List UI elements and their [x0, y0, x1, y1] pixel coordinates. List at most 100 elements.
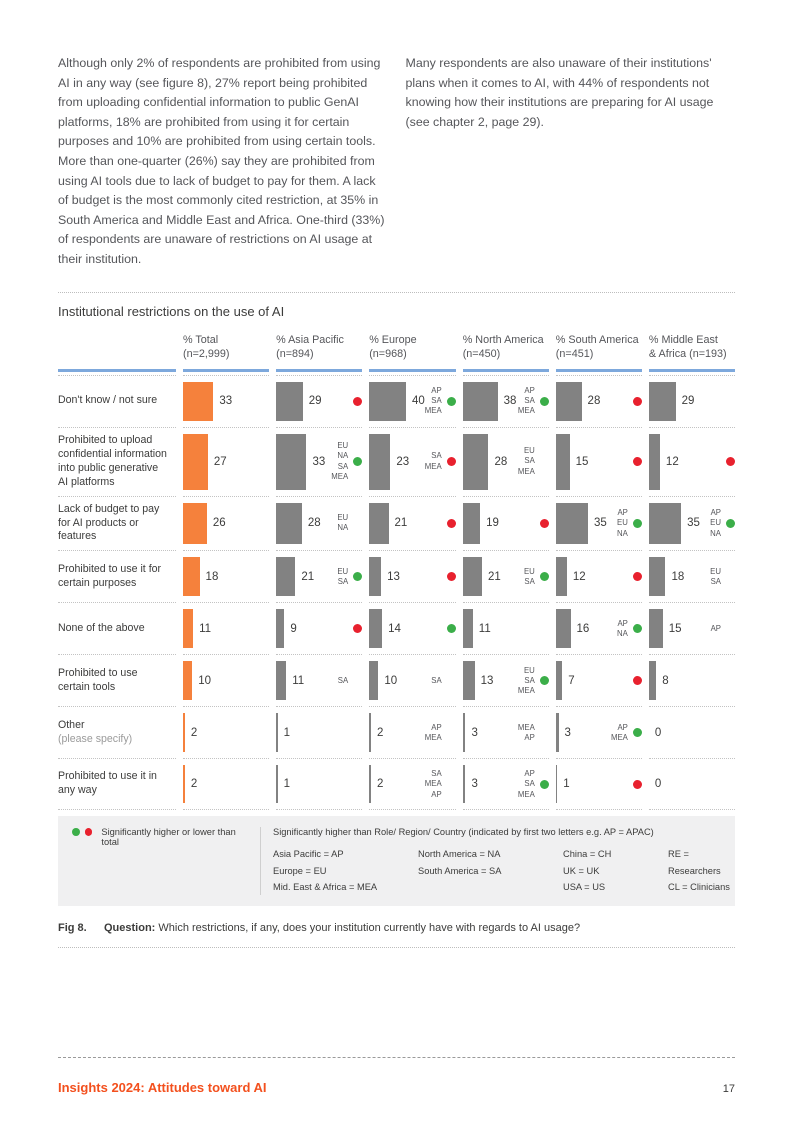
- value-label: 28: [307, 517, 321, 530]
- table-cell: 38 AP SA MEA: [462, 374, 549, 427]
- value-label: 21: [394, 517, 408, 530]
- bar: [648, 557, 666, 597]
- bar: [555, 765, 558, 804]
- sig-dot-slot: [442, 572, 456, 582]
- value-label: 1: [563, 778, 570, 791]
- sig-codes: AP EU NA: [617, 508, 628, 538]
- value-label: 27: [213, 455, 227, 468]
- red-dot-icon: [446, 572, 456, 582]
- sig-dot-slot: [348, 457, 363, 467]
- legend-divider: [260, 827, 261, 896]
- legend-item: USA = US: [563, 881, 606, 892]
- value-label: 18: [671, 570, 685, 583]
- value-label: 35: [593, 517, 607, 530]
- table-cell: 26: [183, 495, 270, 551]
- red-dot-icon: [632, 572, 642, 582]
- legend-item: China = CH: [563, 849, 612, 860]
- bar: [555, 381, 582, 421]
- value-label: 8: [662, 674, 669, 687]
- red-dot-icon: [84, 828, 93, 837]
- chart-table: % Total (n=2,999) % Asia Pacific (n=894) % E…: [58, 333, 735, 811]
- value-label: 12: [572, 570, 586, 583]
- sig-codes: SA MEA: [424, 451, 442, 471]
- table-cell: 3 AP SA MEA: [462, 758, 549, 811]
- question-text: Which restrictions, if any, does your in…: [155, 922, 581, 935]
- sig-codes: AP SA MEA: [517, 385, 535, 416]
- sig-dot-slot: [442, 396, 456, 406]
- row-sublabel-text: (please specify): [58, 732, 133, 745]
- column-header-line1: % Europe: [369, 333, 417, 346]
- value-label: 1: [283, 726, 290, 739]
- sig-codes: SA MEA AP: [424, 769, 442, 799]
- column-header-line2: (n=450): [462, 348, 501, 361]
- bar: [555, 433, 570, 490]
- row-label: Prohibited to use it for certain purpose…: [58, 550, 176, 602]
- table-cell: 2: [183, 706, 270, 758]
- legend-box: Significantly higher or lower than total…: [58, 816, 735, 907]
- table-cell: 40 AP SA MEA: [369, 374, 456, 427]
- sig-dot-slot: [348, 572, 363, 582]
- green-dot-icon: [72, 828, 80, 837]
- column-header-0: % Total (n=2,999): [183, 333, 270, 372]
- bar: [462, 381, 498, 421]
- page-number: 17: [722, 1083, 735, 1095]
- table-cell: 18: [183, 550, 270, 602]
- sig-dot-slot: [721, 518, 735, 528]
- table-cell: 27: [183, 426, 270, 496]
- bar: [276, 433, 307, 490]
- legend-col-3: China = CH UK = UK USA = US: [563, 846, 668, 895]
- table-cell: 29: [648, 374, 735, 427]
- value-label: 2: [190, 778, 198, 791]
- bar: [183, 433, 208, 490]
- legend-code-columns: Asia Pacific = AP Europe = EU Mid. East …: [273, 846, 735, 895]
- table-cell: 21 EU SA: [462, 550, 549, 602]
- row-label-text: None of the above: [58, 621, 145, 634]
- table-cell: 15: [555, 426, 642, 496]
- report-title: Insights 2024: Attitudes toward AI: [58, 1080, 267, 1095]
- table-cell: 2 AP MEA: [369, 706, 456, 758]
- bar: [648, 433, 660, 490]
- value-label: 10: [384, 674, 398, 687]
- sig-codes: AP MEA: [424, 722, 442, 742]
- value-label: 13: [480, 674, 494, 687]
- figure-question: Question: Which restrictions, if any, do…: [104, 921, 580, 936]
- table-cell: 19: [462, 495, 549, 551]
- intro-section: Although only 2% of respondents are proh…: [58, 54, 735, 270]
- value-label: 40: [411, 395, 425, 408]
- value-label: 13: [387, 570, 400, 583]
- row-label-text: Other: [58, 718, 85, 731]
- red-dot-icon: [353, 396, 363, 406]
- red-dot-icon: [632, 396, 642, 406]
- table-cell: 14: [369, 602, 456, 654]
- legend-dots-label: Significantly higher or lower than total: [101, 827, 236, 848]
- bar: [369, 381, 406, 421]
- legend-item: Europe = EU: [273, 865, 327, 876]
- value-label: 28: [587, 395, 601, 408]
- intro-paragraph-left: Although only 2% of respondents are proh…: [58, 56, 385, 266]
- table-cell: 35 AP EU NA: [555, 495, 642, 551]
- column-header-1: % Asia Pacific (n=894): [276, 333, 363, 372]
- value-label: 2: [377, 778, 384, 791]
- value-label: 3: [564, 726, 571, 739]
- bar: [555, 661, 563, 701]
- legend-codes-header: Significantly higher than Role/ Region/ …: [273, 827, 654, 838]
- table-cell: 1: [276, 706, 363, 758]
- value-label: 3: [471, 778, 478, 791]
- bar: [183, 381, 214, 421]
- value-label: 14: [388, 622, 401, 635]
- bar: [183, 765, 185, 804]
- table-cell: 33: [183, 374, 270, 427]
- bar: [369, 557, 382, 597]
- table-cell: 21 EU SA: [276, 550, 363, 602]
- bar: [369, 713, 372, 753]
- red-dot-icon: [539, 518, 549, 528]
- sig-codes: AP EU NA: [710, 508, 721, 538]
- sig-dot-slot: [628, 518, 642, 528]
- sig-dot-slot: [442, 518, 456, 528]
- table-cell: 28: [555, 374, 642, 427]
- row-label: Other (please specify): [58, 706, 176, 758]
- table-cell: 33 EU NA SA MEA: [276, 426, 363, 496]
- sig-codes: EU SA: [523, 566, 535, 586]
- value-label: 16: [576, 622, 590, 635]
- value-label: 15: [668, 622, 682, 635]
